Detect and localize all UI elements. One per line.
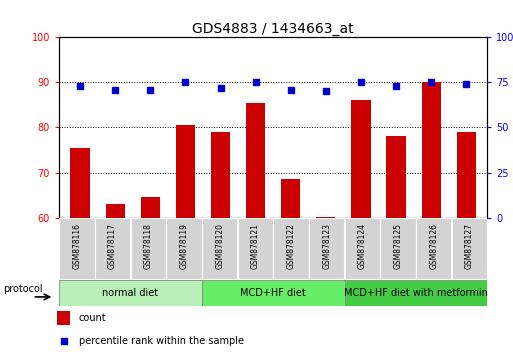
Bar — [57, 311, 70, 325]
Text: GSM878123: GSM878123 — [322, 223, 331, 269]
Bar — [202, 218, 238, 279]
Bar — [381, 218, 416, 279]
Bar — [238, 218, 273, 279]
Bar — [457, 132, 476, 354]
Text: GSM878122: GSM878122 — [287, 223, 295, 269]
Bar — [59, 218, 94, 279]
Text: count: count — [78, 313, 106, 323]
Bar — [281, 179, 301, 354]
Text: GSM878126: GSM878126 — [429, 223, 438, 269]
Title: GDS4883 / 1434663_at: GDS4883 / 1434663_at — [192, 22, 354, 36]
Text: GSM878120: GSM878120 — [215, 223, 224, 269]
Text: GSM878118: GSM878118 — [144, 223, 153, 269]
Bar — [211, 132, 230, 354]
Bar — [131, 218, 166, 279]
Bar — [59, 280, 202, 306]
Bar — [345, 280, 487, 306]
Bar — [416, 218, 451, 279]
Bar — [246, 103, 265, 354]
Text: GSM878117: GSM878117 — [108, 223, 117, 269]
Bar — [70, 148, 90, 354]
Text: MCD+HF diet with metformin: MCD+HF diet with metformin — [344, 288, 488, 298]
Text: protocol: protocol — [3, 284, 43, 294]
Bar — [309, 218, 344, 279]
Text: GSM878127: GSM878127 — [465, 223, 474, 269]
Text: percentile rank within the sample: percentile rank within the sample — [78, 336, 244, 346]
Bar — [166, 218, 202, 279]
Text: normal diet: normal diet — [102, 288, 159, 298]
Bar — [351, 101, 370, 354]
Bar — [141, 198, 160, 354]
Bar — [316, 217, 336, 354]
Bar — [386, 137, 406, 354]
Bar — [202, 280, 345, 306]
Bar — [422, 82, 441, 354]
Text: GSM878116: GSM878116 — [72, 223, 82, 269]
Text: GSM878119: GSM878119 — [180, 223, 188, 269]
Bar — [452, 218, 487, 279]
Bar — [95, 218, 130, 279]
Bar — [345, 218, 380, 279]
Bar — [273, 218, 309, 279]
Bar — [176, 125, 195, 354]
Text: GSM878125: GSM878125 — [393, 223, 403, 269]
Text: GSM878121: GSM878121 — [251, 223, 260, 269]
Text: MCD+HF diet: MCD+HF diet — [240, 288, 306, 298]
Text: GSM878124: GSM878124 — [358, 223, 367, 269]
Bar — [106, 204, 125, 354]
